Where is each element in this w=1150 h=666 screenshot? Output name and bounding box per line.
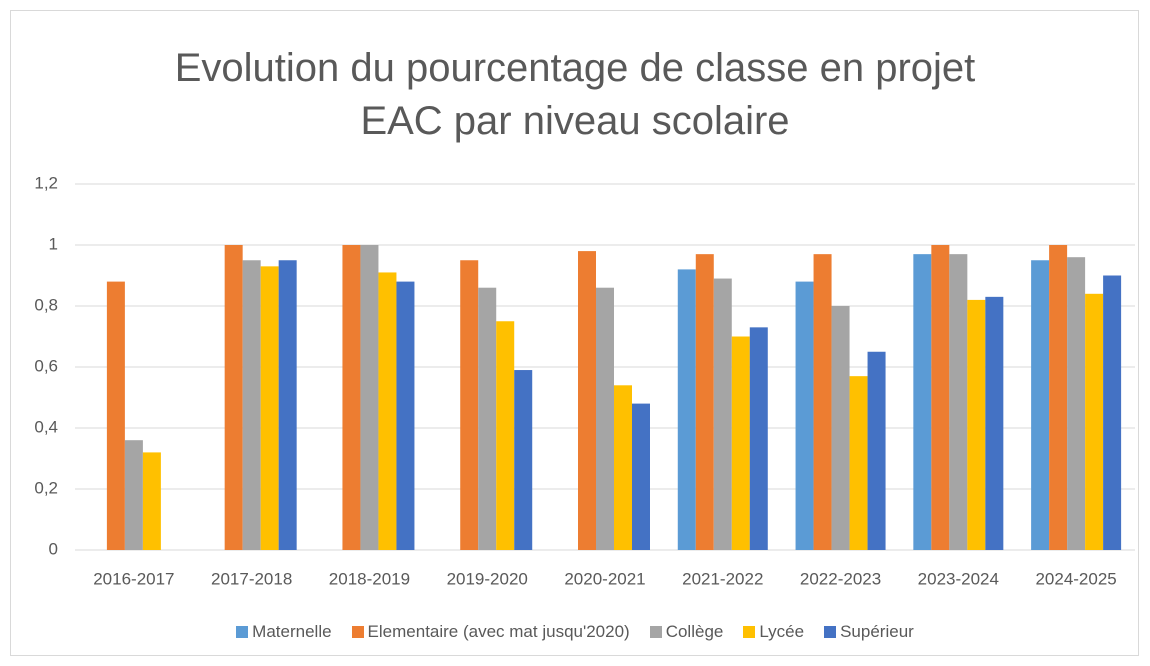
- bar: [1103, 275, 1122, 550]
- bar: [1085, 293, 1104, 550]
- bar: [478, 287, 497, 550]
- x-tick-label: 2022-2023: [800, 569, 881, 588]
- bar: [596, 287, 614, 550]
- bar: [813, 254, 832, 550]
- bar: [278, 260, 297, 550]
- x-tick-label: 2023-2024: [918, 569, 999, 588]
- x-tick-label: 2019-2020: [447, 569, 528, 588]
- bar: [632, 403, 650, 550]
- bar: [142, 452, 161, 550]
- y-tick-label: 0,4: [34, 417, 58, 436]
- bar: [985, 296, 1004, 550]
- legend-swatch: [236, 626, 249, 638]
- legend-item: Maternelle: [236, 622, 332, 642]
- legend-label: Supérieur: [840, 622, 914, 641]
- bar: [224, 245, 243, 550]
- bar: [713, 278, 732, 550]
- x-tick-label: 2018-2019: [329, 569, 410, 588]
- x-tick-label: 2020-2021: [564, 569, 645, 588]
- legend-item: Lycée: [743, 622, 804, 642]
- y-tick-label: 0,8: [34, 295, 58, 314]
- y-tick-label: 0,2: [34, 478, 58, 497]
- bar: [242, 260, 261, 550]
- y-tick-label: 0,6: [34, 356, 58, 375]
- legend-label: Lycée: [759, 622, 805, 641]
- bar: [749, 327, 768, 550]
- bar: [124, 440, 143, 550]
- chart-title: Evolution du pourcentage de classe en pr…: [174, 46, 976, 143]
- bar: [949, 254, 968, 550]
- bar: [396, 281, 415, 550]
- bar: [831, 306, 850, 550]
- legend-item: Elementaire (avec mat jusqu'2020): [351, 622, 630, 642]
- legend: Maternelle Elementaire (avec mat jusqu'20…: [0, 622, 1150, 642]
- bar: [913, 254, 932, 550]
- x-tick-label: 2024-2025: [1035, 569, 1116, 588]
- bar: [378, 272, 397, 550]
- bar: [967, 299, 986, 550]
- bar: [677, 269, 696, 550]
- bar: [342, 245, 361, 550]
- bar: [1049, 245, 1068, 550]
- bar: [731, 336, 750, 550]
- legend-label: Elementaire (avec mat jusqu'2020): [367, 622, 630, 641]
- bar: [460, 260, 479, 550]
- legend-item: Collège: [649, 622, 724, 642]
- y-tick-label: 1: [49, 234, 58, 253]
- x-tick-label: 2017-2018: [211, 569, 292, 588]
- bar: [849, 376, 868, 550]
- bar: [867, 351, 886, 550]
- x-tick-label: 2016-2017: [93, 569, 174, 588]
- bar: [106, 281, 125, 550]
- bar: [496, 321, 515, 550]
- legend-swatch: [649, 626, 662, 638]
- bar: [795, 281, 814, 550]
- bar: [260, 266, 279, 550]
- legend-swatch: [743, 626, 756, 638]
- chart-border: [10, 10, 1139, 656]
- legend-label: Collège: [665, 622, 724, 641]
- bar: [614, 385, 632, 550]
- legend-swatch: [824, 626, 837, 638]
- bar: [514, 370, 533, 550]
- x-tick-label: 2021-2022: [682, 569, 763, 588]
- bar: [1031, 260, 1050, 550]
- y-tick-label: 1,2: [34, 173, 58, 192]
- y-tick-label: 0: [49, 539, 58, 558]
- bar: [360, 245, 379, 550]
- bar: [695, 254, 714, 550]
- bar: [578, 251, 596, 550]
- bar: [931, 245, 950, 550]
- legend-label: Maternelle: [252, 622, 332, 641]
- legend-item: Supérieur: [824, 622, 914, 642]
- bar: [1067, 257, 1086, 550]
- legend-swatch: [351, 626, 364, 638]
